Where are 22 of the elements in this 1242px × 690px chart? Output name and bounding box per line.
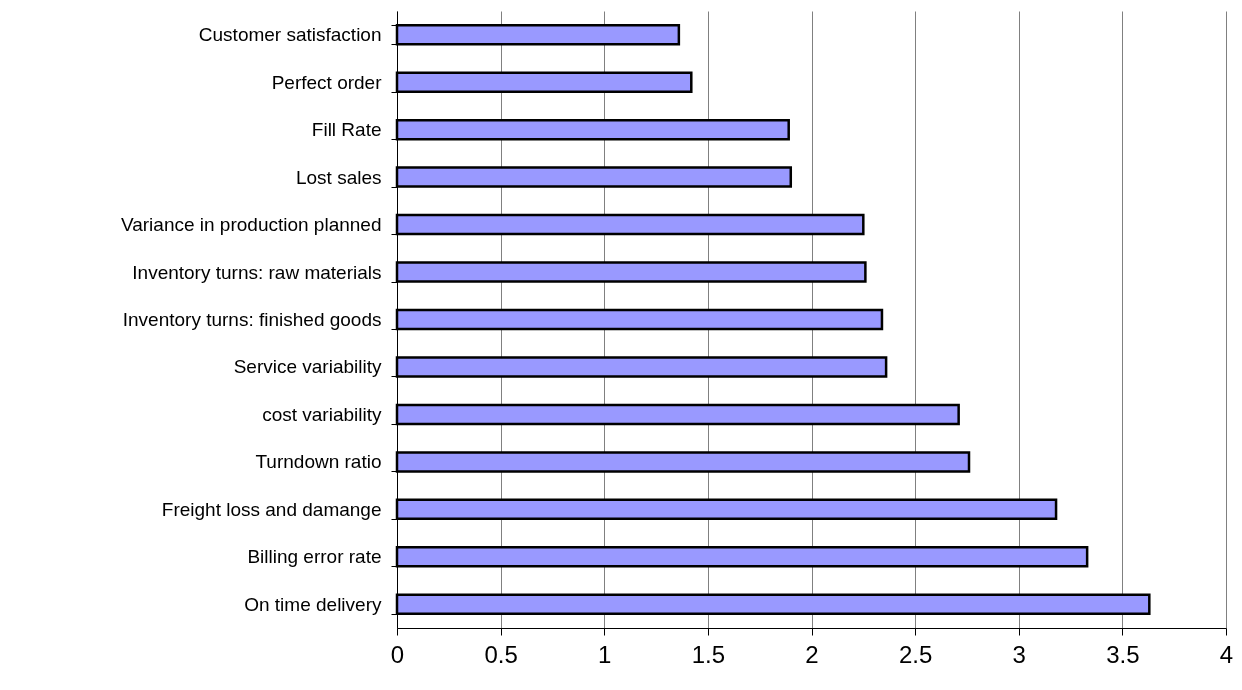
- y-tick-label: Turndown ratio: [255, 451, 382, 473]
- y-tick-label: Service variability: [233, 356, 382, 378]
- y-tick-label: Perfect order: [271, 71, 383, 93]
- y-tick-label: Variance in production planned: [120, 214, 382, 236]
- x-tick-label: 2.5: [898, 640, 933, 668]
- x-tick-label: 0.5: [484, 640, 518, 668]
- x-tick-label: 1: [598, 640, 612, 668]
- x-tick-label: 3: [1012, 640, 1026, 668]
- y-tick-label: Inventory turns: raw materials: [132, 261, 382, 283]
- y-tick-label: Billing error rate: [247, 546, 382, 568]
- y-tick-label: Lost sales: [295, 166, 382, 188]
- y-tick-label: On time delivery: [244, 593, 382, 615]
- x-tick-label: 0: [390, 640, 405, 668]
- x-tick-label: 4: [1219, 640, 1234, 668]
- y-tick-label: Inventory turns: finished goods: [122, 309, 382, 330]
- y-tick-label: Freight loss and damange: [161, 498, 382, 520]
- y-tick-label: Fill Rate: [311, 119, 382, 141]
- x-tick-label: 2: [805, 640, 819, 668]
- y-tick-label: cost variability: [262, 403, 382, 425]
- x-tick-label: 1.5: [691, 640, 726, 668]
- y-tick-label: Customer satisfaction: [198, 24, 382, 46]
- x-tick-label: 3.5: [1106, 640, 1140, 668]
